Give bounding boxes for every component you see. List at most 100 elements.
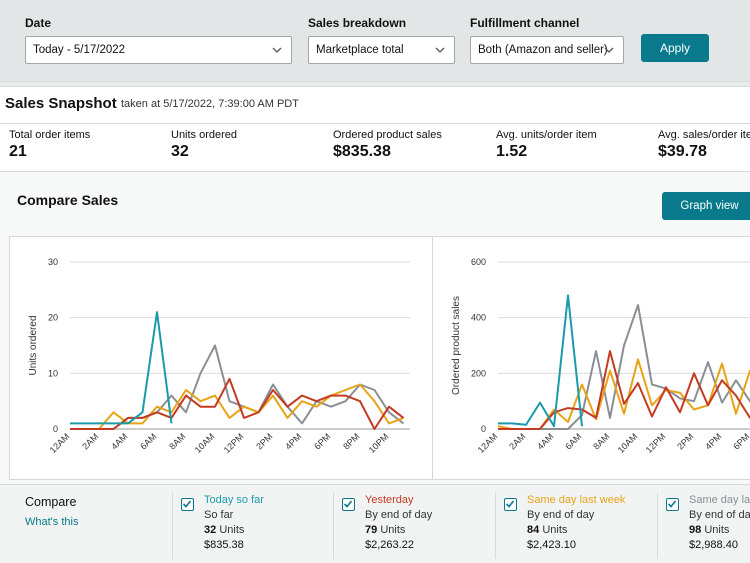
channel-select-value: Both (Amazon and seller) [478, 44, 608, 56]
legend-units: 84 Units [527, 523, 625, 538]
apply-button[interactable]: Apply [641, 34, 709, 62]
metric-label: Ordered product sales [333, 129, 442, 141]
series-line-yesterday [498, 350, 750, 430]
legend-last-week[interactable]: Same day last week By end of day 84 Unit… [495, 493, 657, 559]
series-line-today-so-far [498, 294, 583, 428]
units-chart-panel: 0 10 20 30 Units ordered 12AM 2AM 4AM 6AM 8AM 10AM… [9, 236, 433, 480]
metrics-row: Total order items 21 Units ordered 32 Or… [0, 124, 750, 172]
x-tick-label: 6PM [731, 431, 750, 451]
breakdown-filter: Sales breakdown Marketplace total [308, 16, 455, 64]
legend-yesterday[interactable]: Yesterday By end of day 79 Units $2,263.… [333, 493, 495, 559]
compare-sales-section: Compare Sales Graph view 0 10 20 30 Units or… [0, 172, 750, 563]
date-select-value: Today - 5/17/2022 [33, 44, 126, 56]
x-tick-label: 12AM [476, 431, 500, 455]
snapshot-timestamp: taken at 5/17/2022, 7:39:00 AM PDT [121, 98, 299, 110]
last-week-checkbox[interactable] [504, 498, 517, 511]
today-checkbox[interactable] [181, 498, 194, 511]
x-tick-label: 12AM [48, 431, 72, 455]
metric-value: 1.52 [496, 143, 528, 160]
legend-title: Today so far [204, 494, 264, 506]
checkmark-icon [667, 500, 677, 508]
y-tick-label: 30 [48, 257, 58, 267]
x-tick-label: 2AM [80, 431, 100, 451]
series-line-today-so-far [70, 311, 173, 425]
legend-text: Same day last week By end of day 84 Unit… [527, 493, 625, 553]
legend-units-label: Units [219, 524, 245, 536]
legend-units-label: Units [542, 524, 568, 536]
y-tick-label: 20 [48, 313, 58, 323]
checkmark-icon [182, 500, 192, 508]
x-tick-label: 4AM [535, 431, 555, 451]
metric-label: Avg. units/order item [496, 129, 597, 141]
legend-text: Same day last year By end of day 98 Unit… [689, 493, 750, 553]
breakdown-filter-label: Sales breakdown [308, 16, 407, 30]
channel-select[interactable]: Both (Amazon and seller) [470, 36, 624, 64]
series-line-yesterday [70, 377, 405, 430]
date-filter-label: Date [25, 16, 52, 30]
y-axis-label: Units ordered [28, 315, 39, 375]
yesterday-checkbox[interactable] [342, 498, 355, 511]
date-filter: Date Today - 5/17/2022 [25, 16, 292, 64]
channel-filter: Fulfillment channel Both (Amazon and sel… [470, 16, 624, 64]
x-tick-label: 12PM [644, 431, 668, 455]
filter-bar: Date Today - 5/17/2022 Sales breakdown M… [0, 0, 750, 82]
checkmark-icon [343, 500, 353, 508]
x-tick-label: 10AM [193, 431, 217, 455]
metric-label: Total order items [9, 129, 91, 141]
compare-legend: Compare What's this Today so far So far … [0, 484, 750, 563]
compare-label: Compare [25, 495, 77, 509]
metric-avg-sales: Avg. sales/order item $39.78 [658, 129, 750, 161]
units-ordered-chart: 0 10 20 30 Units ordered 12AM 2AM 4AM 6AM 8AM 10AM… [28, 257, 410, 455]
whats-this-link[interactable]: What's this [25, 516, 79, 528]
last-year-checkbox[interactable] [666, 498, 679, 511]
page-title: Sales Snapshot [5, 95, 117, 112]
series-line-same-day-last-week [70, 383, 404, 430]
x-tick-label: 10PM [367, 431, 391, 455]
legend-text: Today so far So far 32 Units $835.38 [204, 493, 264, 553]
metric-value: 21 [9, 143, 27, 160]
x-tick-label: 8AM [167, 431, 187, 451]
x-tick-label: 4PM [703, 431, 723, 451]
breakdown-select-value: Marketplace total [316, 44, 404, 56]
x-tick-label: 2PM [254, 431, 274, 451]
x-tick-label: 6AM [138, 431, 158, 451]
metric-label: Avg. sales/order item [658, 129, 750, 141]
breakdown-select[interactable]: Marketplace total [308, 36, 455, 64]
series-line-same-day-last-week [497, 358, 750, 430]
x-tick-label: 6PM [312, 431, 332, 451]
channel-filter-label: Fulfillment channel [470, 16, 580, 30]
legend-units-value: 32 [204, 524, 217, 536]
chevron-down-icon [435, 47, 445, 53]
sales-chart-panel: 0 200 400 600 Ordered product sales 12AM 2AM 4A… [432, 236, 750, 480]
legend-sales: $835.38 [204, 539, 244, 551]
y-tick-label: 400 [471, 313, 486, 323]
graph-view-button[interactable]: Graph view [662, 192, 750, 220]
metric-value: $39.78 [658, 143, 707, 160]
date-select[interactable]: Today - 5/17/2022 [25, 36, 292, 64]
x-tick-label: 6AM [563, 431, 583, 451]
legend-today[interactable]: Today so far So far 32 Units $835.38 [172, 493, 332, 559]
legend-sub: By end of day [527, 509, 595, 521]
compare-sales-title: Compare Sales [17, 192, 119, 208]
x-tick-label: 4PM [283, 431, 303, 451]
y-axis-label: Ordered product sales [451, 296, 462, 395]
metric-ordered-product-sales: Ordered product sales $835.38 [333, 129, 442, 161]
legend-sales: $2,988.40 [689, 539, 738, 551]
x-tick-label: 12PM [222, 431, 246, 455]
y-tick-label: 600 [471, 257, 486, 267]
metric-value: 32 [171, 143, 189, 160]
legend-units-value: 84 [527, 524, 540, 536]
legend-sales: $2,423.10 [527, 539, 576, 551]
metric-total-order-items: Total order items 21 [9, 129, 90, 161]
chevron-down-icon [604, 47, 614, 53]
legend-text: Yesterday By end of day 79 Units $2,263.… [365, 493, 432, 553]
legend-units-value: 98 [689, 524, 702, 536]
legend-units: 98 Units [689, 523, 750, 538]
legend-sub: By end of day [365, 509, 433, 521]
checkmark-icon [505, 500, 515, 508]
metric-value: $835.38 [333, 143, 391, 160]
legend-last-year[interactable]: Same day last year By end of day 98 Unit… [657, 493, 750, 559]
y-tick-label: 0 [53, 424, 58, 434]
ordered-sales-chart: 0 200 400 600 Ordered product sales 12AM 2AM 4A… [451, 257, 750, 455]
x-tick-label: 8PM [341, 431, 361, 451]
